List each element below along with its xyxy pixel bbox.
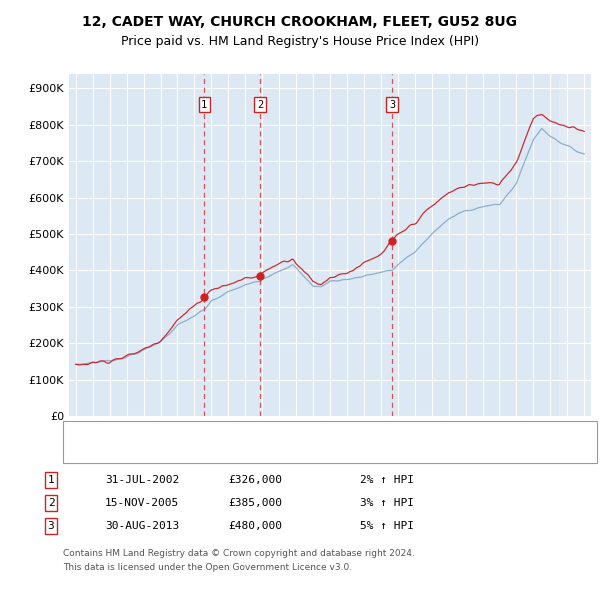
Text: 30-AUG-2013: 30-AUG-2013 — [105, 522, 179, 531]
Text: 12, CADET WAY, CHURCH CROOKHAM, FLEET, GU52 8UG (detached house): 12, CADET WAY, CHURCH CROOKHAM, FLEET, G… — [102, 430, 492, 440]
Text: 3: 3 — [47, 522, 55, 531]
Text: This data is licensed under the Open Government Licence v3.0.: This data is licensed under the Open Gov… — [63, 563, 352, 572]
Text: 3% ↑ HPI: 3% ↑ HPI — [360, 498, 414, 507]
Text: Price paid vs. HM Land Registry's House Price Index (HPI): Price paid vs. HM Land Registry's House … — [121, 35, 479, 48]
Text: 2: 2 — [257, 100, 263, 110]
Text: 2% ↑ HPI: 2% ↑ HPI — [360, 475, 414, 484]
Text: Contains HM Land Registry data © Crown copyright and database right 2024.: Contains HM Land Registry data © Crown c… — [63, 549, 415, 558]
Text: 5% ↑ HPI: 5% ↑ HPI — [360, 522, 414, 531]
Text: 1: 1 — [47, 475, 55, 484]
Text: 3: 3 — [389, 100, 395, 110]
Text: 15-NOV-2005: 15-NOV-2005 — [105, 498, 179, 507]
Text: HPI: Average price, detached house, Hart: HPI: Average price, detached house, Hart — [102, 448, 317, 458]
Text: 1: 1 — [201, 100, 208, 110]
Text: 31-JUL-2002: 31-JUL-2002 — [105, 475, 179, 484]
Text: 12, CADET WAY, CHURCH CROOKHAM, FLEET, GU52 8UG: 12, CADET WAY, CHURCH CROOKHAM, FLEET, G… — [83, 15, 517, 29]
Bar — [559, 74, 600, 416]
Text: £385,000: £385,000 — [228, 498, 282, 507]
Text: £326,000: £326,000 — [228, 475, 282, 484]
Text: £480,000: £480,000 — [228, 522, 282, 531]
Text: 2: 2 — [47, 498, 55, 507]
